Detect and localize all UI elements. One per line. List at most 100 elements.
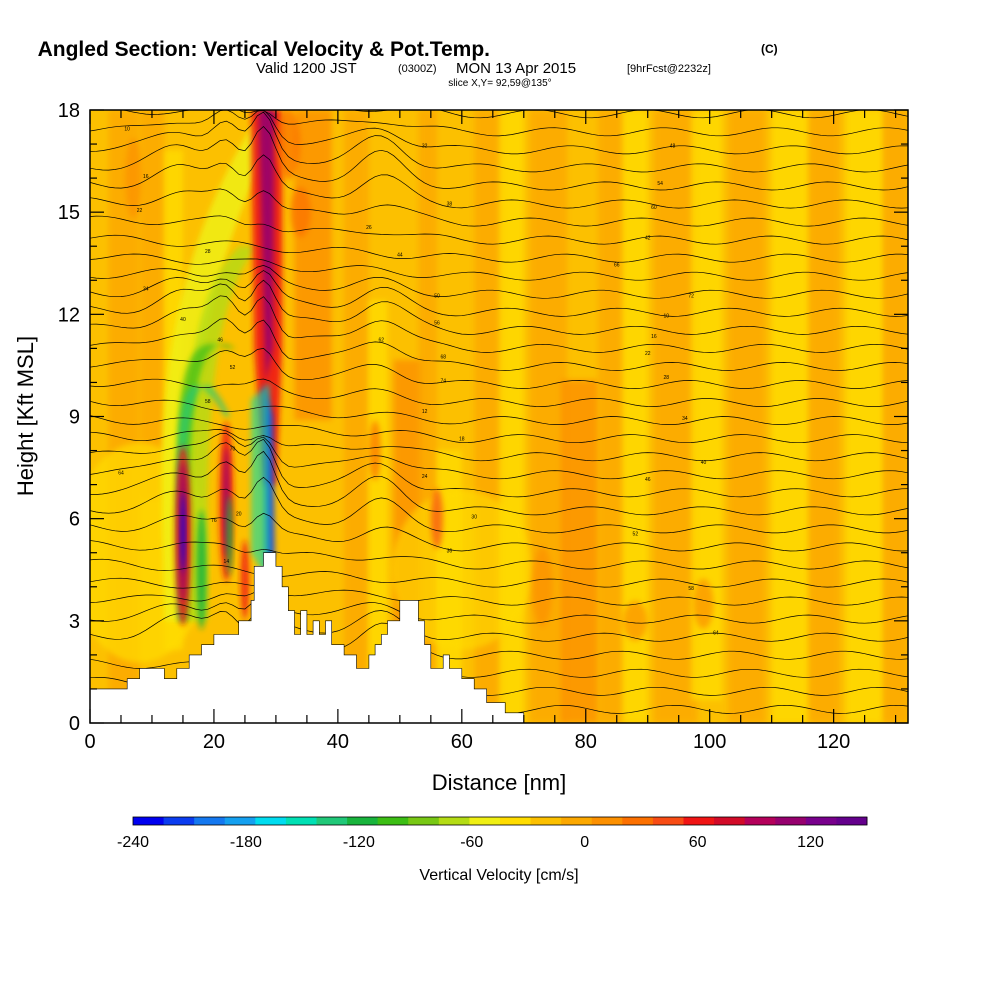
warm-spot: [532, 546, 553, 627]
colorbar-tick-label: 120: [797, 834, 824, 851]
contour-label: 36: [447, 549, 453, 555]
contour-label: 26: [366, 225, 372, 231]
contour-label: 60: [651, 205, 657, 211]
contour-label: 16: [651, 334, 657, 340]
y-tick-label: 0: [69, 713, 80, 735]
chart-subtitle-fcst: [9hrFcst@2232z]: [627, 63, 711, 75]
theta-contour: [90, 512, 908, 552]
warm-spot: [693, 578, 714, 629]
warm-spot: [623, 600, 648, 641]
contour-label: 46: [645, 477, 651, 483]
contour-label: 30: [471, 515, 477, 521]
colorbar-swatch: [805, 817, 837, 825]
y-tick-label: 12: [58, 304, 80, 326]
colorbar-swatch: [408, 817, 440, 825]
y-tick-label: 15: [58, 202, 80, 224]
warm-spot: [125, 138, 142, 219]
contour-label: 64: [713, 630, 719, 636]
colorbar-frame: [132, 816, 868, 826]
x-axis-label: Distance [nm]: [432, 770, 567, 795]
field-streak: [344, 110, 369, 723]
contour-label: 38: [447, 201, 453, 207]
terrain: [90, 552, 525, 723]
x-tick-label: 0: [84, 731, 95, 753]
theta-contour: [90, 438, 908, 498]
colorbar-swatch: [683, 817, 715, 825]
contour-label: 72: [688, 293, 694, 299]
colorbar-swatch: [714, 817, 746, 825]
theta-contour: [90, 318, 908, 371]
colorbar-swatch: [285, 817, 317, 825]
chart-title-unit: (C): [761, 42, 778, 56]
theta-contour: [90, 429, 908, 462]
velocity-core: [180, 492, 185, 573]
chart-title: Angled Section: Vertical Velocity & Pot.…: [38, 38, 490, 61]
theta-contour: [90, 476, 908, 534]
colorbar-swatch: [622, 817, 654, 825]
theta-contour: [90, 415, 908, 444]
chart-subtitle-z: (0300Z): [398, 63, 437, 75]
updraft-core: [258, 110, 275, 383]
colorbar-label: Vertical Velocity [cm/s]: [419, 867, 578, 884]
theta-contour: [90, 295, 908, 353]
colorbar-tick-label: -60: [460, 834, 483, 851]
theta-contour: [90, 154, 908, 209]
theta-contour: [90, 591, 908, 642]
chart-slice-label: slice X,Y= 92,59@135°: [448, 78, 551, 89]
contour-label: 10: [124, 126, 130, 132]
field-streak: [653, 110, 698, 723]
contour-label: 74: [440, 378, 446, 384]
velocity-core: [226, 495, 233, 576]
colorbar-swatch: [500, 817, 532, 825]
colorbar-tick-label: 60: [689, 834, 707, 851]
colorbar-tick-label: -120: [343, 834, 375, 851]
theta-contour: [90, 378, 908, 407]
colorbar-tick-label: 0: [580, 834, 589, 851]
contour-label: 70: [230, 447, 236, 453]
downdraft-halo: [251, 382, 270, 587]
velocity-core: [240, 539, 249, 620]
theta-contour: [90, 433, 908, 480]
colorbar-tick-label: -240: [117, 834, 149, 851]
contour-label: 14: [224, 559, 230, 565]
theta-contour: [90, 558, 908, 588]
theta-contour: [90, 279, 908, 335]
y-tick-label: 18: [58, 100, 80, 122]
y-axis-label: Height [Kft MSL]: [13, 336, 38, 496]
contour-label: 52: [633, 532, 639, 538]
contour-label: 12: [422, 409, 428, 415]
contour-label: 66: [614, 263, 620, 269]
theta-contour: [90, 215, 908, 245]
field-region: [391, 489, 532, 650]
contour-label: 20: [236, 511, 242, 517]
colorbar-swatch: [836, 817, 868, 825]
colorbar-swatch: [163, 817, 195, 825]
theta-contour: [90, 450, 908, 516]
colorbar-swatch: [377, 817, 409, 825]
theta-contour: [90, 188, 908, 227]
contour-label: 42: [645, 235, 651, 241]
contour-label: 22: [645, 351, 651, 357]
theta-contour: [90, 270, 908, 317]
x-tick-label: 80: [575, 731, 597, 753]
theta-contour: [90, 590, 908, 624]
contour-label: 28: [664, 375, 670, 381]
warm-spot: [290, 187, 311, 238]
y-tick-label: 3: [69, 611, 80, 633]
colorbar-swatch: [530, 817, 562, 825]
x-tick-label: 40: [327, 731, 349, 753]
chart-subtitle-date: MON 13 Apr 2015: [456, 60, 576, 77]
theta-contour: [90, 540, 908, 570]
contour-label: 46: [217, 338, 223, 344]
theta-contour: [90, 111, 908, 173]
contour-label: 40: [180, 317, 186, 323]
theta-contour: [90, 399, 908, 425]
contour-label: 48: [670, 143, 676, 149]
contour-label: 10: [664, 314, 670, 320]
theta-contour: [90, 348, 908, 389]
warm-spot: [431, 488, 444, 549]
contour-label: 40: [701, 460, 707, 466]
colorbar-swatch: [133, 817, 165, 825]
contour-label: 64: [118, 470, 124, 476]
